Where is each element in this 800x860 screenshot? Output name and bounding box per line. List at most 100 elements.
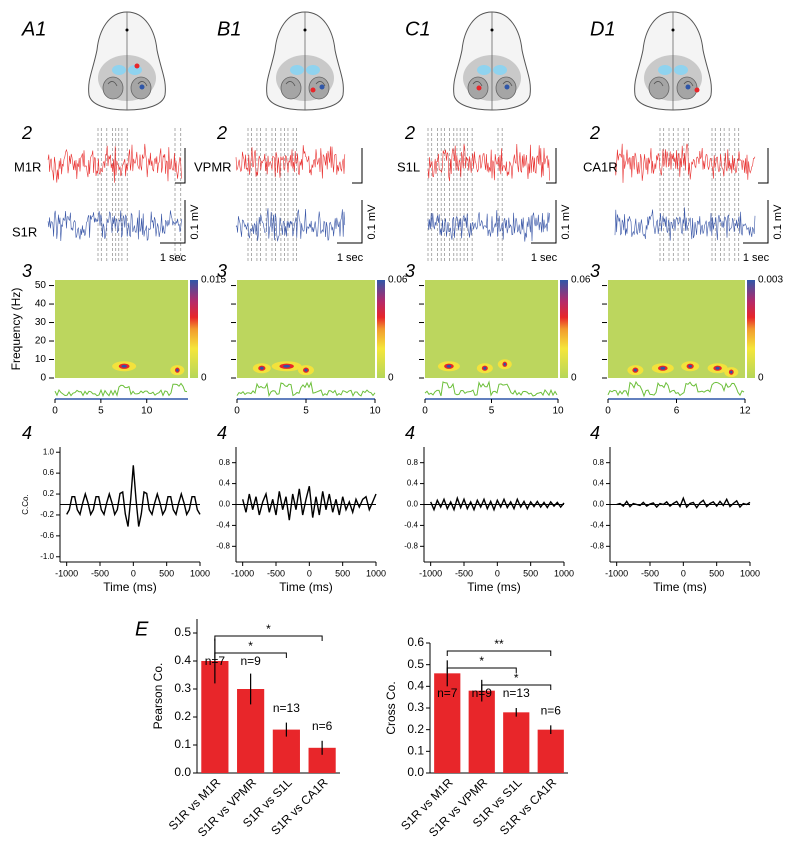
y-tick-label: 0.4 (219, 479, 231, 488)
scale-bar (160, 200, 186, 244)
y-tick-label: -0.8 (404, 541, 418, 550)
significance-label: ** (494, 637, 504, 651)
sample-size: n=13 (503, 686, 530, 700)
y-tick-label: -0.4 (216, 521, 230, 530)
bar (537, 729, 564, 773)
power-blob (503, 362, 506, 366)
x-tick-label: 12 (739, 406, 751, 417)
significance-bracket (214, 652, 287, 658)
row-label: 4 (590, 423, 600, 443)
x-tick-label: 10 (141, 406, 153, 417)
colorbar (190, 280, 198, 378)
colorbar-label: 0.015 (201, 275, 226, 286)
x-tick-label: 5 (489, 406, 495, 417)
channel-label: CA1R (583, 159, 618, 174)
panel-label: E (135, 618, 149, 640)
y-tick-label: -0.4 (590, 521, 604, 530)
row-label: 2 (404, 123, 415, 143)
y-tick-label: -0.6 (40, 531, 54, 540)
colorbar-label: 0 (758, 373, 764, 384)
x-tick-label: -500 (641, 568, 659, 578)
x-tick-label: 0 (422, 406, 428, 417)
panel-label: A1 (21, 18, 46, 40)
y-tick-label: 0.8 (407, 458, 419, 467)
y-tick-label: 0.0 (219, 500, 231, 509)
y-tick-label: 0.1 (407, 744, 424, 758)
y-tick-label: 0.3 (174, 681, 191, 695)
y-tick-label: 10 (35, 354, 47, 365)
scale-label: 1 sec (531, 252, 558, 264)
electrode-red (310, 87, 316, 93)
channel-label: S1R (12, 224, 37, 239)
spectrogram (608, 280, 745, 378)
x-tick-label: 1000 (190, 568, 210, 578)
x-tick-label: 5 (303, 406, 309, 417)
scale-label: 1 sec (743, 252, 770, 264)
electrode-red (694, 87, 700, 93)
scale-bar (175, 148, 186, 184)
y-tick-label: 0.8 (593, 458, 605, 467)
y-tick-label: 0.5 (407, 657, 424, 671)
significance-bracket (481, 684, 552, 690)
y-tick-label: 0.1 (174, 737, 191, 751)
x-tick-label: 1000 (366, 568, 386, 578)
x-tick-label: 1000 (554, 568, 574, 578)
row-label: 2 (21, 123, 32, 143)
power-blob (730, 370, 733, 374)
electrode-red (476, 85, 482, 91)
lfp-trace (427, 210, 550, 242)
colorbar (560, 280, 568, 378)
sample-size: n=13 (273, 701, 300, 715)
power-blob (260, 366, 264, 370)
colorbar-label: 0.06 (388, 275, 408, 286)
electrode-blue (139, 84, 145, 90)
x-tick-label: -500 (455, 568, 473, 578)
scale-label: 0.1 mV (772, 204, 784, 240)
lfp-trace (614, 143, 756, 183)
power-blob (715, 366, 720, 370)
x-tick-label: 5 (98, 406, 104, 417)
y-tick-label: 0.0 (407, 765, 424, 779)
y-axis-label: Cross Co. (384, 681, 398, 734)
power-blob (446, 364, 452, 368)
power-blob (283, 364, 291, 368)
x-axis-label: Time (ms) (103, 580, 157, 594)
y-tick-label: -0.4 (404, 521, 418, 530)
bar (468, 690, 495, 773)
power-blob (688, 364, 692, 368)
x-axis-label: Time (ms) (279, 580, 333, 594)
y-tick-label: 0.4 (174, 653, 191, 667)
y-tick-label: -0.8 (216, 541, 230, 550)
x-tick-label: -1000 (231, 568, 254, 578)
x-tick-label: 0 (495, 568, 500, 578)
x-tick-label: 0 (234, 406, 240, 417)
colorbar-label: 0 (201, 373, 207, 384)
x-tick-label: 0 (52, 406, 58, 417)
row-label: 4 (22, 423, 32, 443)
x-tick-label: 0 (681, 568, 686, 578)
channel-label: M1R (14, 159, 41, 174)
scale-label: 1 sec (337, 252, 364, 264)
lfp-trace (47, 143, 182, 183)
sample-size: n=6 (312, 719, 333, 733)
y-tick-label: 20 (35, 336, 47, 347)
power-trace (236, 380, 376, 398)
x-axis-label: Time (ms) (653, 580, 707, 594)
channel-label: S1L (397, 159, 420, 174)
y-axis-label: C.Co. (21, 494, 30, 514)
x-tick-label: 0 (131, 568, 136, 578)
lfp-trace (427, 143, 550, 182)
y-tick-label: 0.2 (174, 709, 191, 723)
row-label: 2 (589, 123, 600, 143)
cross-correlogram (242, 486, 377, 521)
colorbar-label: 0.003 (758, 275, 783, 286)
brain-schematic (88, 11, 166, 111)
y-tick-label: -1.0 (40, 552, 54, 561)
power-trace (54, 382, 188, 398)
power-blob (176, 368, 179, 372)
row-label: 3 (590, 261, 600, 281)
cross-correlogram (66, 465, 201, 527)
significance-bracket (446, 650, 552, 656)
scale-bar (743, 200, 769, 244)
panel-label: C1 (405, 18, 431, 40)
